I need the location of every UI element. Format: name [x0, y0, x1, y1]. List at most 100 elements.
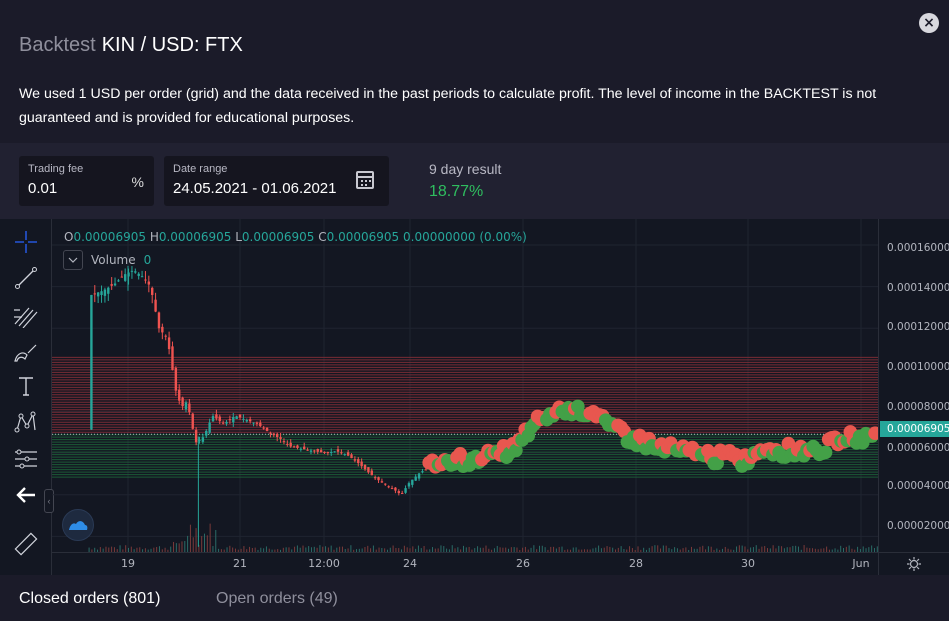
pattern-icon[interactable]: [0, 405, 52, 439]
volume-bar: [676, 548, 678, 552]
tab-open-orders[interactable]: Open orders (49): [216, 590, 338, 607]
candle-body: [411, 479, 414, 485]
volume-bar: [88, 547, 90, 552]
candle-body: [306, 449, 309, 451]
volume-bar: [536, 549, 538, 552]
candle-body: [144, 279, 147, 281]
crosshair-icon[interactable]: [0, 225, 52, 259]
price-axis[interactable]: 0.00016000 0.00014000 0.00012000 0.00010…: [878, 219, 949, 552]
tab-closed-orders[interactable]: Closed orders (801): [19, 590, 161, 607]
volume-bar: [572, 547, 574, 552]
volume-bar: [820, 548, 822, 552]
volume-bar: [865, 548, 867, 552]
chart-canvas[interactable]: [52, 219, 878, 552]
chart-settings-button[interactable]: [878, 552, 949, 575]
ruler-icon[interactable]: [0, 527, 52, 561]
candle-body: [117, 280, 120, 282]
volume-bar: [161, 549, 163, 552]
chevron-down-icon[interactable]: [63, 250, 83, 270]
volume-bar: [854, 549, 856, 552]
candle-body: [248, 419, 252, 422]
candle-body: [211, 416, 215, 422]
text-icon[interactable]: [0, 369, 52, 403]
volume-bar: [474, 548, 476, 552]
backtest-description: We used 1 USD per order (grid) and the d…: [19, 86, 877, 126]
candle-body: [184, 402, 188, 410]
candle-body: [363, 464, 367, 470]
candle-body: [394, 487, 397, 491]
candle-body: [157, 312, 161, 329]
volume-bar: [125, 545, 127, 552]
volume-bar: [310, 547, 312, 552]
volume-bar: [111, 546, 113, 552]
legend-high: 0.00006905: [158, 230, 232, 244]
prediction-icon[interactable]: [0, 442, 52, 476]
candle-body: [96, 292, 100, 297]
trading-fee-field[interactable]: Trading fee 0.01 %: [19, 156, 154, 206]
time-axis[interactable]: 19 21 12:00 24 26 28 30 Jun: [52, 552, 878, 575]
volume-bar: [876, 546, 878, 552]
volume-bar: [423, 545, 425, 552]
candle-body: [103, 289, 107, 296]
candle-body: [421, 471, 424, 473]
ohlc-legend: O0.00006905 H0.00006905 L0.00006905 C0.0…: [64, 230, 527, 244]
candle-body: [218, 416, 221, 422]
brush-icon[interactable]: [0, 336, 52, 370]
volume-bar: [674, 547, 676, 552]
volume-bar: [204, 533, 206, 552]
toolbar-collapse-button[interactable]: ‹: [44, 489, 54, 513]
volume-bar: [189, 524, 191, 552]
volume-bar: [99, 547, 101, 552]
price-tick: 0.00010000: [887, 361, 949, 373]
volume-bar: [721, 548, 723, 552]
volume-bar: [147, 549, 149, 552]
candle-body: [178, 389, 181, 401]
candle-body: [137, 273, 140, 276]
candle-body: [400, 492, 404, 494]
price-chart[interactable]: [52, 219, 878, 552]
volume-bar: [462, 545, 464, 552]
volume-bar: [195, 528, 197, 552]
back-arrow-icon[interactable]: [0, 478, 52, 512]
legend-o-key: O: [64, 230, 74, 244]
volume-bar: [392, 545, 394, 552]
volume-bar: [750, 547, 752, 552]
tradingview-logo-icon[interactable]: [62, 509, 94, 541]
candle-body: [147, 281, 151, 285]
volume-bar: [251, 547, 253, 552]
trading-fee-value[interactable]: 0.01: [28, 180, 58, 197]
fib-icon[interactable]: [0, 299, 52, 333]
time-tick: Jun: [852, 557, 870, 570]
volume-bar: [361, 548, 363, 552]
volume-bar: [778, 545, 780, 552]
volume-bar: [679, 549, 681, 552]
trend-line-icon[interactable]: [0, 261, 52, 295]
candle-body: [380, 481, 384, 483]
candle-body: [303, 446, 306, 450]
volume-bar: [710, 546, 712, 552]
volume-bar: [339, 546, 341, 552]
date-range-label: Date range: [173, 163, 228, 175]
candle-body: [110, 284, 113, 286]
volume-bar: [524, 546, 526, 552]
calendar-icon[interactable]: [356, 171, 374, 189]
volume-bar: [789, 547, 791, 552]
date-range-value[interactable]: 24.05.2021 - 01.06.2021: [173, 180, 337, 197]
price-tick: 0.00002000: [887, 520, 949, 532]
volume-bar: [643, 547, 645, 552]
candle-body: [373, 477, 377, 479]
volume-bar: [381, 547, 383, 552]
volume-bar: [499, 547, 501, 552]
volume-bar: [341, 546, 343, 552]
volume-bar: [372, 545, 374, 552]
candle-body: [123, 274, 127, 281]
volume-bar: [386, 549, 388, 552]
time-tick: 21: [233, 557, 247, 570]
time-tick: 24: [403, 557, 417, 570]
close-icon[interactable]: ×: [919, 13, 939, 33]
volume-bar: [522, 547, 524, 552]
date-range-field[interactable]: Date range 24.05.2021 - 01.06.2021: [164, 156, 389, 206]
volume-bar: [409, 548, 411, 552]
legend-close: 0.00006905: [326, 230, 400, 244]
volume-bar: [589, 549, 591, 552]
